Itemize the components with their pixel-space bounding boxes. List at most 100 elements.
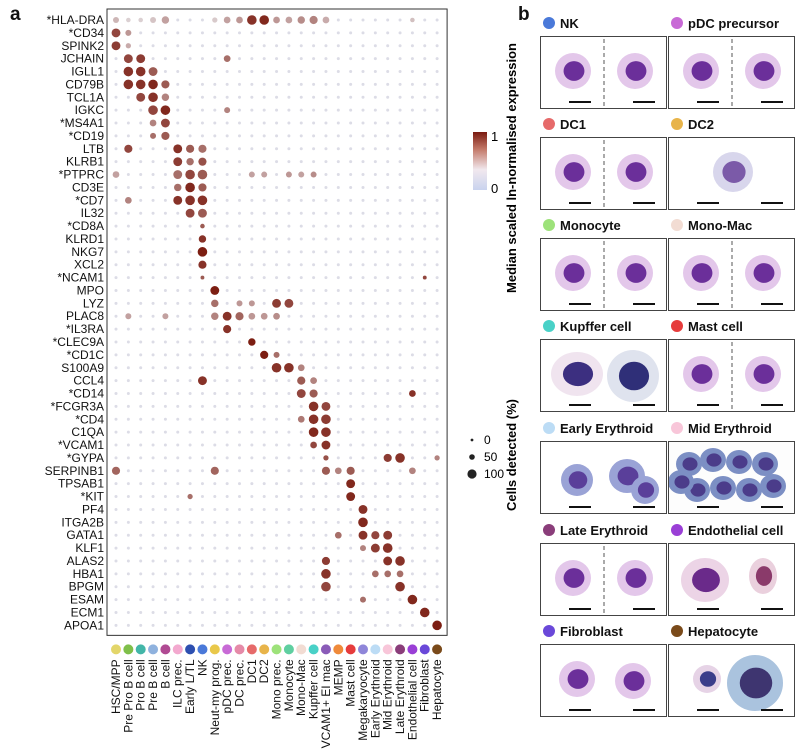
dot — [423, 559, 427, 563]
dot — [361, 82, 365, 86]
dot — [275, 417, 279, 421]
dot — [361, 211, 365, 215]
micrograph-drawing — [697, 152, 783, 204]
dot — [361, 95, 365, 99]
dot — [349, 134, 353, 138]
cell-type-label: B cell — [158, 659, 172, 688]
dot — [336, 572, 340, 576]
dot — [349, 237, 353, 241]
dot — [312, 57, 316, 61]
dot — [262, 108, 266, 112]
dot — [410, 134, 414, 138]
dot — [238, 456, 241, 460]
dot — [262, 237, 266, 241]
cell-type-label: Early L/TL — [183, 659, 197, 714]
dot — [358, 505, 368, 514]
dot — [139, 469, 143, 473]
dot — [250, 559, 254, 563]
dot — [336, 224, 340, 228]
dot — [336, 44, 340, 48]
cell-type-label: Fibroblast — [418, 659, 432, 712]
dot — [336, 108, 340, 112]
dot — [349, 301, 353, 305]
cell-type-label: Mid Erythroid — [381, 659, 395, 730]
dot — [349, 276, 353, 280]
dot — [139, 276, 143, 280]
dot — [210, 286, 220, 295]
dot — [287, 224, 291, 228]
dot — [238, 598, 241, 602]
dot — [423, 495, 427, 499]
dot — [287, 121, 291, 125]
dot — [346, 492, 356, 501]
dot — [262, 546, 266, 550]
dot — [287, 327, 291, 331]
dot — [312, 301, 316, 305]
dot — [200, 559, 204, 563]
dot — [361, 147, 365, 151]
dot — [435, 417, 439, 421]
cell-type-label: Late Erythroid — [393, 659, 407, 734]
dot — [373, 469, 377, 473]
dot — [361, 456, 365, 460]
dot — [349, 456, 353, 460]
dot — [361, 572, 365, 576]
dot — [299, 263, 303, 267]
dot — [287, 57, 291, 61]
dot — [176, 559, 180, 563]
dot — [151, 31, 155, 35]
dot — [213, 211, 217, 215]
dot — [225, 430, 229, 434]
dot — [423, 95, 427, 99]
dot — [434, 455, 440, 461]
dot — [238, 237, 241, 241]
dot — [238, 185, 241, 189]
dot — [361, 31, 365, 35]
dot — [200, 108, 204, 112]
cell-type-color-dot — [671, 219, 683, 231]
cell-nucleus — [706, 453, 722, 467]
dot — [111, 41, 121, 51]
dot — [126, 404, 130, 408]
dot — [285, 16, 293, 24]
dot — [321, 581, 331, 592]
dot-plot-figure: *HLA-DRA*CD34SPINK2JCHAINIGLL1CD79BTCL1A… — [45, 8, 519, 748]
cell-type-label: Endothelial cell — [405, 659, 419, 740]
dot — [126, 495, 130, 499]
dot — [299, 314, 303, 318]
dot — [200, 585, 204, 589]
dot — [176, 520, 180, 524]
dot — [114, 82, 118, 86]
dot — [213, 70, 217, 74]
dot — [410, 224, 414, 228]
dot — [373, 443, 377, 447]
dot — [151, 340, 155, 344]
dot — [287, 469, 291, 473]
dot — [238, 44, 241, 48]
dot — [336, 237, 340, 241]
cell-type-marker — [419, 644, 430, 655]
cell-nucleus — [722, 161, 746, 183]
cell-type-label: ILC prec. — [171, 659, 185, 708]
dot — [349, 598, 353, 602]
micrograph-drawing — [555, 546, 655, 615]
dot — [386, 495, 390, 499]
dot — [200, 443, 204, 447]
dot — [151, 276, 155, 280]
dot — [126, 288, 130, 292]
gene-label: *PTPRC — [59, 168, 105, 182]
dot — [398, 404, 402, 408]
dot — [151, 546, 155, 550]
dot — [410, 198, 414, 202]
dot — [250, 495, 254, 499]
dot — [410, 520, 414, 524]
gene-label: MPO — [77, 283, 104, 297]
dot — [200, 610, 204, 614]
dot — [336, 160, 340, 164]
dot — [410, 211, 414, 215]
dot — [435, 469, 439, 473]
dot — [126, 95, 130, 99]
cell-type-label: Hepatocyte — [430, 659, 444, 720]
dot — [373, 314, 377, 318]
dot — [213, 173, 217, 177]
